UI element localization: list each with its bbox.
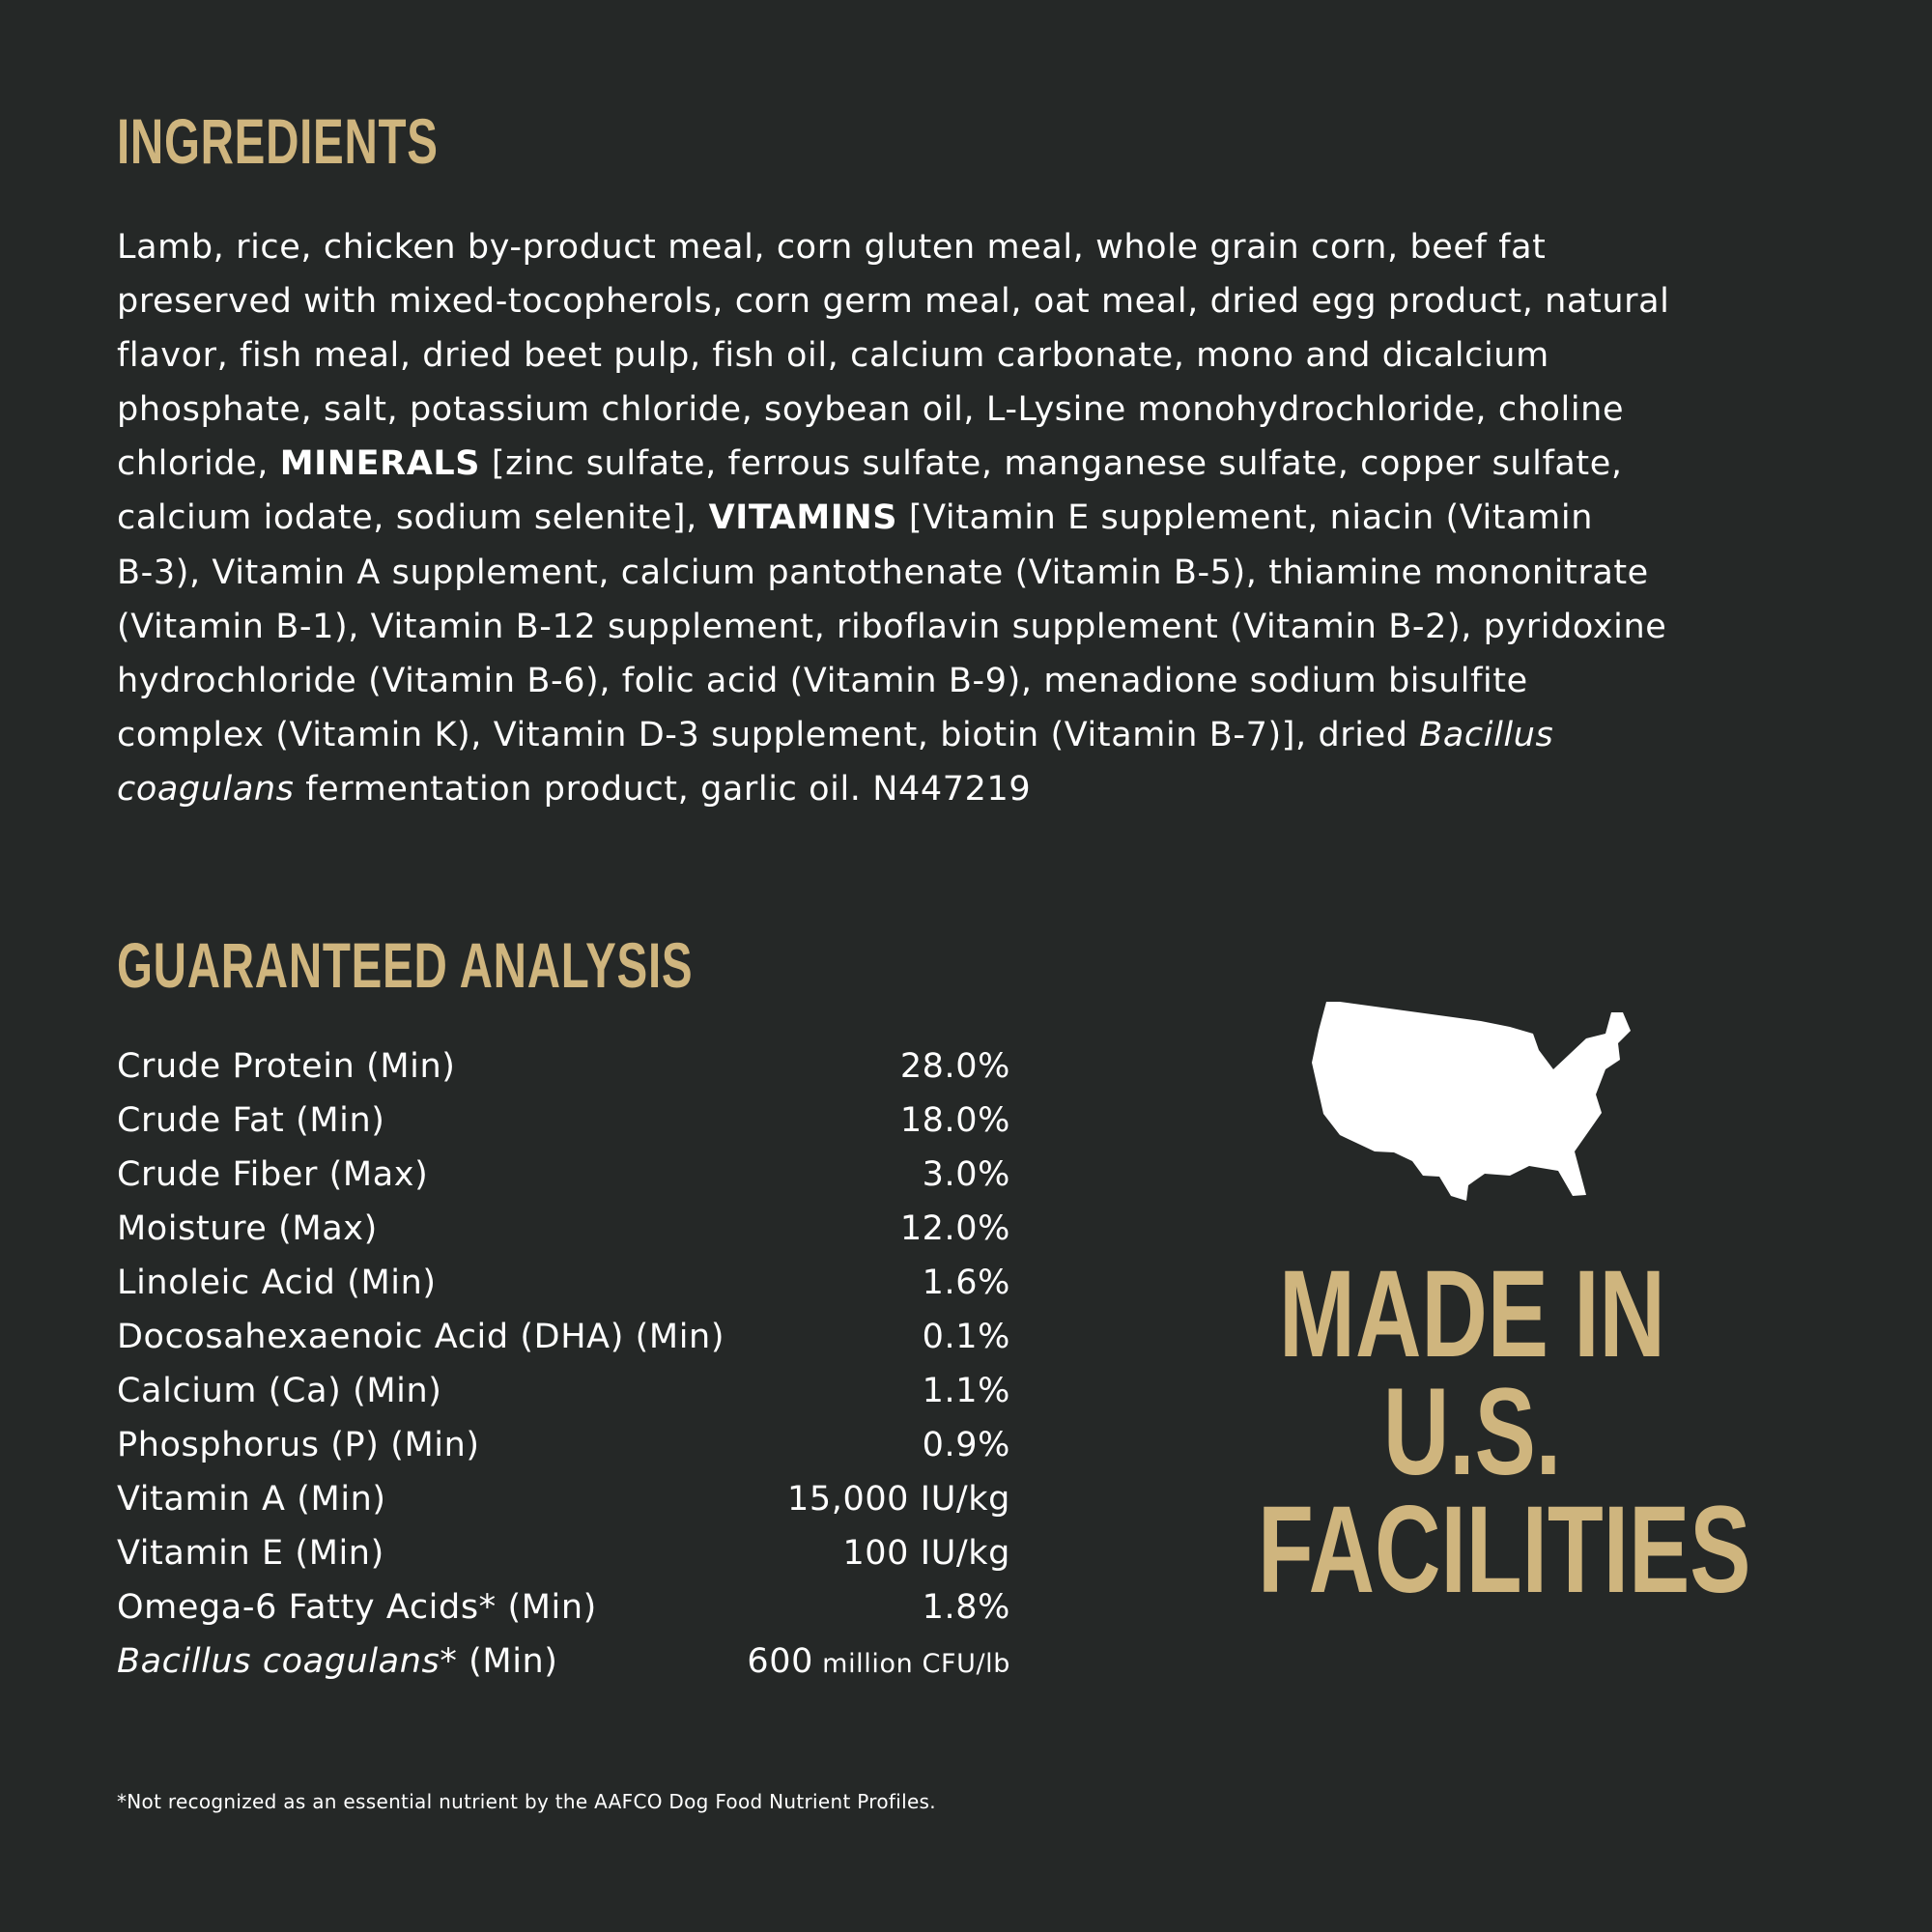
analysis-value: 18.0% <box>899 1101 1010 1140</box>
ingredient-text: calcium iodate, sodium selenite], <box>117 498 709 538</box>
analysis-value: 3.0% <box>922 1155 1010 1194</box>
ingredient-text: preserved with mixed-tocopherols, corn g… <box>117 282 1670 322</box>
analysis-row: Vitamin A (Min) 15,000 IU/kg <box>117 1472 1010 1526</box>
analysis-row: Crude Fat (Min) 18.0% <box>117 1094 1010 1148</box>
ingredients-line: complex (Vitamin K), Vitamin D-3 supplem… <box>117 708 1669 762</box>
analysis-row: Calcium (Ca) (Min) 1.1% <box>117 1364 1010 1418</box>
ingredient-text: Bacillus <box>1419 715 1554 754</box>
analysis-label: Vitamin E (Min) <box>117 1534 384 1573</box>
analysis-label: Crude Fiber (Max) <box>117 1155 429 1194</box>
ingredients-text: Lamb, rice, chicken by-product meal, cor… <box>117 220 1669 816</box>
ingredient-group-label: VITAMINS <box>708 498 898 538</box>
guaranteed-analysis-table: Crude Protein (Min) 28.0% Crude Fat (Min) 1… <box>117 1039 1010 1689</box>
bacillus-value: 600 <box>747 1642 813 1681</box>
ingredient-text: [zinc sulfate, ferrous sulfate, manganes… <box>480 444 1623 484</box>
analysis-value: 1.8% <box>922 1588 1010 1627</box>
ingredient-text: flavor, fish meal, dried beet pulp, fish… <box>117 336 1549 376</box>
analysis-label: Calcium (Ca) (Min) <box>117 1372 442 1410</box>
ingredients-line: hydrochloride (Vitamin B-6), folic acid … <box>117 654 1669 708</box>
analysis-row-bacillus: Bacillus coagulans* (Min) 600 million CF… <box>117 1634 1010 1689</box>
ingredients-line: Lamb, rice, chicken by-product meal, cor… <box>117 220 1669 274</box>
ingredient-text: phosphate, salt, potassium chloride, soy… <box>117 390 1625 430</box>
analysis-row: Vitamin E (Min) 100 IU/kg <box>117 1526 1010 1580</box>
analysis-label: Crude Fat (Min) <box>117 1101 385 1140</box>
analysis-value: 600 million CFU/lb <box>747 1634 1010 1689</box>
analysis-value: 1.1% <box>922 1372 1010 1410</box>
analysis-label: Linoleic Acid (Min) <box>117 1264 437 1302</box>
ingredients-line: preserved with mixed-tocopherols, corn g… <box>117 274 1669 328</box>
analysis-row: Phosphorus (P) (Min) 0.9% <box>117 1418 1010 1472</box>
analysis-label: Omega-6 Fatty Acids* (Min) <box>117 1588 597 1627</box>
ingredient-text: Lamb, rice, chicken by-product meal, cor… <box>117 228 1547 267</box>
analysis-value: 100 IU/kg <box>842 1534 1010 1573</box>
ingredient-text: fermentation product, garlic oil. N44721… <box>294 769 1032 809</box>
ingredients-line: flavor, fish meal, dried beet pulp, fish… <box>117 328 1669 383</box>
ingredients-line: (Vitamin B-1), Vitamin B-12 supplement, … <box>117 600 1669 654</box>
footnote: *Not recognized as an essential nutrient… <box>117 1790 936 1813</box>
ingredients-line: calcium iodate, sodium selenite], VITAMI… <box>117 491 1669 545</box>
ingredient-text: hydrochloride (Vitamin B-6), folic acid … <box>117 661 1528 700</box>
ingredients-line: chloride, MINERALS [zinc sulfate, ferrou… <box>117 437 1669 491</box>
analysis-value: 0.9% <box>922 1426 1010 1464</box>
badge-line: MADE IN <box>1279 1245 1665 1383</box>
ingredient-group-label: MINERALS <box>279 444 481 484</box>
ingredient-text: (Vitamin B-1), Vitamin B-12 supplement, … <box>117 607 1667 646</box>
analysis-row: Linoleic Acid (Min) 1.6% <box>117 1256 1010 1310</box>
analysis-label: Vitamin A (Min) <box>117 1480 386 1519</box>
bacillus-unit: million CFU/lb <box>813 1649 1010 1679</box>
analysis-label: Bacillus coagulans* (Min) <box>117 1634 558 1689</box>
bacillus-label-italic: Bacillus coagulans <box>117 1642 440 1681</box>
badge-line: U.S. <box>1382 1363 1562 1501</box>
ingredients-heading: INGREDIENTS <box>117 105 439 177</box>
analysis-label: Moisture (Max) <box>117 1209 378 1248</box>
analysis-row: Omega-6 Fatty Acids* (Min) 1.8% <box>117 1580 1010 1634</box>
analysis-row: Crude Fiber (Max) 3.0% <box>117 1148 1010 1202</box>
analysis-value: 0.1% <box>922 1318 1010 1356</box>
analysis-value: 12.0% <box>899 1209 1010 1248</box>
ingredients-line: B-3), Vitamin A supplement, calcium pant… <box>117 546 1669 600</box>
analysis-value: 28.0% <box>899 1047 1010 1086</box>
analysis-label: Docosahexaenoic Acid (DHA) (Min) <box>117 1318 725 1356</box>
analysis-value: 1.6% <box>922 1264 1010 1302</box>
guaranteed-analysis-heading: GUARANTEED ANALYSIS <box>117 929 694 1001</box>
ingredient-text: [Vitamin E supplement, niacin (Vitamin <box>897 498 1593 538</box>
ingredient-text: coagulans <box>117 769 295 809</box>
made-in-us-badge: MADE IN U.S. FACILITIES <box>1182 1245 1762 1619</box>
ingredients-line: phosphate, salt, potassium chloride, soy… <box>117 383 1669 437</box>
analysis-row: Docosahexaenoic Acid (DHA) (Min) 0.1% <box>117 1310 1010 1364</box>
badge-line: FACILITIES <box>1258 1481 1751 1619</box>
bacillus-label-rest: * (Min) <box>440 1642 558 1681</box>
ingredients-line: coagulans fermentation product, garlic o… <box>117 762 1669 816</box>
analysis-row: Crude Protein (Min) 28.0% <box>117 1039 1010 1094</box>
analysis-label: Phosphorus (P) (Min) <box>117 1426 480 1464</box>
ingredient-text: chloride, <box>117 444 280 484</box>
analysis-value: 15,000 IU/kg <box>786 1480 1010 1519</box>
analysis-label: Crude Protein (Min) <box>117 1047 456 1086</box>
ingredient-text: B-3), Vitamin A supplement, calcium pant… <box>117 553 1649 592</box>
analysis-row: Moisture (Max) 12.0% <box>117 1202 1010 1256</box>
ingredient-text: complex (Vitamin K), Vitamin D-3 supplem… <box>117 715 1420 754</box>
